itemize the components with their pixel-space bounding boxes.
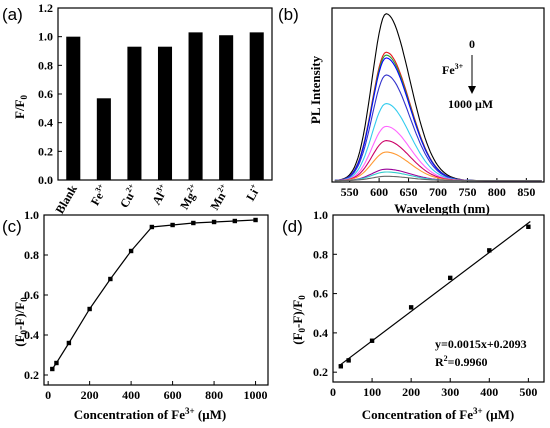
panel-c-point (170, 222, 175, 228)
panel-c-xtick-label: 200 (81, 388, 99, 402)
panel-b-xtick-label: 650 (400, 185, 418, 199)
panel-a-xtick-label: Li+ (242, 182, 263, 204)
panel-c-frame (43, 214, 269, 386)
panel-c-point (253, 217, 258, 223)
panel-d-ytick-label: 0.2 (313, 365, 328, 379)
panel-b-xtick-label: 800 (488, 185, 506, 199)
panel-a-xtick-label: Cu2+ (116, 182, 141, 211)
panel-d-r2: R2=0.9960 (435, 354, 488, 369)
panel-a-bar (96, 98, 111, 180)
panel-a-xtick-label: Mn2+ (206, 182, 232, 213)
panel-d-xtick-label: 100 (363, 385, 381, 399)
panel-a-bar (66, 36, 81, 180)
panel-a-ytick-label: 0.0 (38, 173, 53, 187)
panel-a-xtick-label: Blank (52, 182, 80, 216)
panel-a-bar (249, 32, 264, 180)
panel-c-ylabel: (F0-F)/F0 (12, 297, 29, 347)
panel-d-ylabel: (F0-F)/F0 (290, 295, 307, 345)
panel-c-xtick-label: 400 (122, 388, 140, 402)
panel-d-ytick-label: 0.4 (313, 326, 328, 340)
panel-a-xtick-label: Al3+ (148, 182, 171, 208)
panel-d-point (408, 305, 414, 310)
panel-c-xtick-label: 0 (45, 388, 51, 402)
panel-c-line (51, 219, 256, 370)
panel-c-ytick-label: 0.4 (24, 328, 39, 342)
panel-d-xtick-label: 400 (480, 385, 498, 399)
panel-d-point (448, 275, 453, 281)
panel-b-xtick-label: 550 (341, 185, 359, 199)
panel-a-frame (57, 7, 273, 181)
panel-b-xtick-label: 700 (429, 185, 447, 199)
panel-a-xtick-label: Fe3+ (87, 182, 111, 208)
panel-c-xlabel: Concentration of Fe3+ (μM) (74, 406, 226, 422)
panel-c-point (232, 218, 238, 224)
panel-b: PL Intensity Wavelength (nm) 550 600 650 70… (308, 7, 545, 216)
panel-c-ytick-label: 0.8 (24, 248, 39, 262)
panel-d-equation: y=0.0015x+0.2093 (435, 337, 527, 351)
panel-b-xlabel: Wavelength (nm) (394, 201, 490, 216)
panel-d-point (346, 358, 351, 363)
panel-b-xtick-label: 850 (517, 185, 535, 199)
panel-c-ytick-label: 1.0 (24, 208, 39, 222)
panel-a-xtick-label: Mg2+ (176, 182, 202, 212)
panel-d-ytick-label: 0.6 (313, 287, 328, 301)
panel-a-bar (127, 46, 142, 181)
panel-c-ytick-label: 0.6 (24, 288, 39, 302)
panel-d: (F0-F)/F0 Concentration of Fe3+ (μM) 0 10… (290, 208, 545, 422)
panel-c-point (108, 276, 113, 282)
panel-label-a: (a) (2, 5, 23, 24)
panel-c-point (50, 366, 55, 372)
panel-c-xtick-label: 600 (164, 388, 182, 402)
panel-b-spectrum-line (334, 175, 542, 182)
panel-a-bar (157, 46, 173, 181)
panel-c: (F0-F)/F0 Concentration of Fe3+ (μM) 0 20… (12, 208, 269, 422)
panel-b-annotation-top: 0 (469, 37, 475, 51)
panel-d-point (338, 364, 344, 369)
panel-c-point (87, 306, 92, 312)
panel-c-point (149, 224, 155, 230)
panel-d-xtick-label: 500 (519, 385, 537, 399)
panel-a-bar (188, 32, 203, 180)
panel-b-spectrum-line (334, 74, 542, 182)
panel-a-ytick-label: 0.6 (38, 87, 53, 101)
panel-b-ylabel: PL Intensity (308, 55, 323, 124)
panel-a: F/F0 0.0 0.2 0.4 0.6 0.8 1.0 1.2 Blank Fe3+Cu2+ A… (12, 1, 273, 216)
panel-a-ylabel: F/F0 (12, 95, 29, 120)
panel-d-point (487, 248, 492, 253)
panel-d-ytick-label: 1.0 (313, 208, 328, 222)
panel-c-xtick-label: 800 (205, 388, 223, 402)
panel-d-frame (332, 214, 545, 383)
panel-c-point (128, 248, 134, 254)
panel-c-ytick-label: 0.2 (24, 368, 39, 382)
panel-d-ytick-label: 0.8 (313, 247, 328, 261)
panel-a-ytick-label: 1.0 (38, 30, 53, 44)
panel-b-frame (331, 7, 545, 183)
panel-a-ytick-label: 0.4 (38, 116, 53, 130)
panel-c-point (191, 220, 196, 226)
panel-d-xtick-label: 200 (402, 385, 420, 399)
panel-d-xlabel: Concentration of Fe3+ (μM) (362, 406, 514, 422)
panel-c-point (66, 340, 72, 346)
panel-b-xtick-label: 750 (458, 185, 476, 199)
panel-label-c: (c) (2, 217, 22, 236)
panel-c-point (54, 360, 59, 366)
panel-b-annotation-bottom: 1000 μM (448, 97, 493, 111)
panel-a-ytick-label: 0.8 (38, 58, 53, 72)
panel-c-xtick-label: 1000 (244, 388, 268, 402)
panel-b-xtick-label: 600 (370, 185, 388, 199)
panel-label-b: (b) (278, 5, 299, 24)
panel-b-arrow-head (468, 86, 476, 94)
panel-a-bar (219, 35, 234, 180)
panel-a-ytick-label: 0.2 (38, 144, 53, 158)
panel-a-ytick-label: 1.2 (38, 1, 53, 15)
panel-b-annotation-ion: Fe3+ (442, 62, 464, 77)
panel-d-xtick-label: 300 (441, 385, 459, 399)
panel-d-point (369, 338, 375, 343)
panel-d-point (526, 224, 531, 229)
panel-label-d: (d) (282, 217, 303, 236)
panel-b-spectrum-line (334, 13, 542, 182)
panel-d-xtick-label: 0 (330, 385, 336, 399)
panel-c-point (211, 219, 217, 225)
